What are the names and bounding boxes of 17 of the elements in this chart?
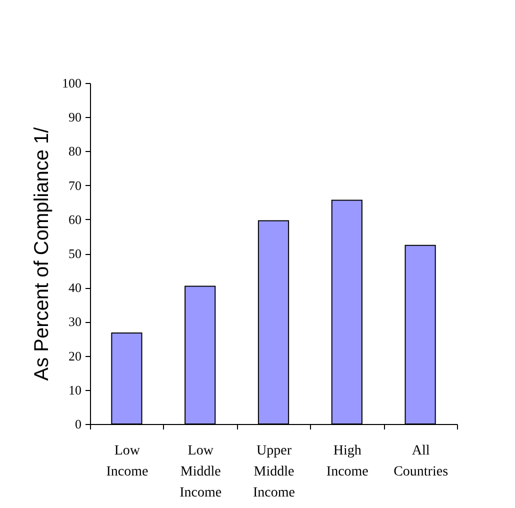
y-tick-label: 50 [68, 246, 82, 261]
y-tick-label: 0 [75, 416, 82, 432]
y-tick-label: 10 [68, 382, 82, 398]
y-tick-label: 80 [68, 144, 82, 159]
x-tick-label: All Countries [394, 444, 448, 480]
y-tick-label: 90 [68, 110, 82, 125]
y-tick-label: 30 [68, 314, 82, 330]
y-tick-label: 100 [62, 76, 82, 90]
y-tick-label: 40 [68, 280, 82, 296]
x-tick-label: Low Middle Income [180, 444, 222, 500]
y-axis-title: As Percent of Compliance 1/ [31, 126, 53, 381]
x-tick-label: High Income [326, 444, 368, 480]
y-tick-label: 70 [68, 178, 82, 193]
y-tick-label: 20 [68, 348, 82, 364]
x-tick-label: Low Income [106, 444, 148, 480]
y-tick-label: 60 [68, 212, 82, 227]
x-tick-label: Upper Middle Income [253, 444, 295, 500]
